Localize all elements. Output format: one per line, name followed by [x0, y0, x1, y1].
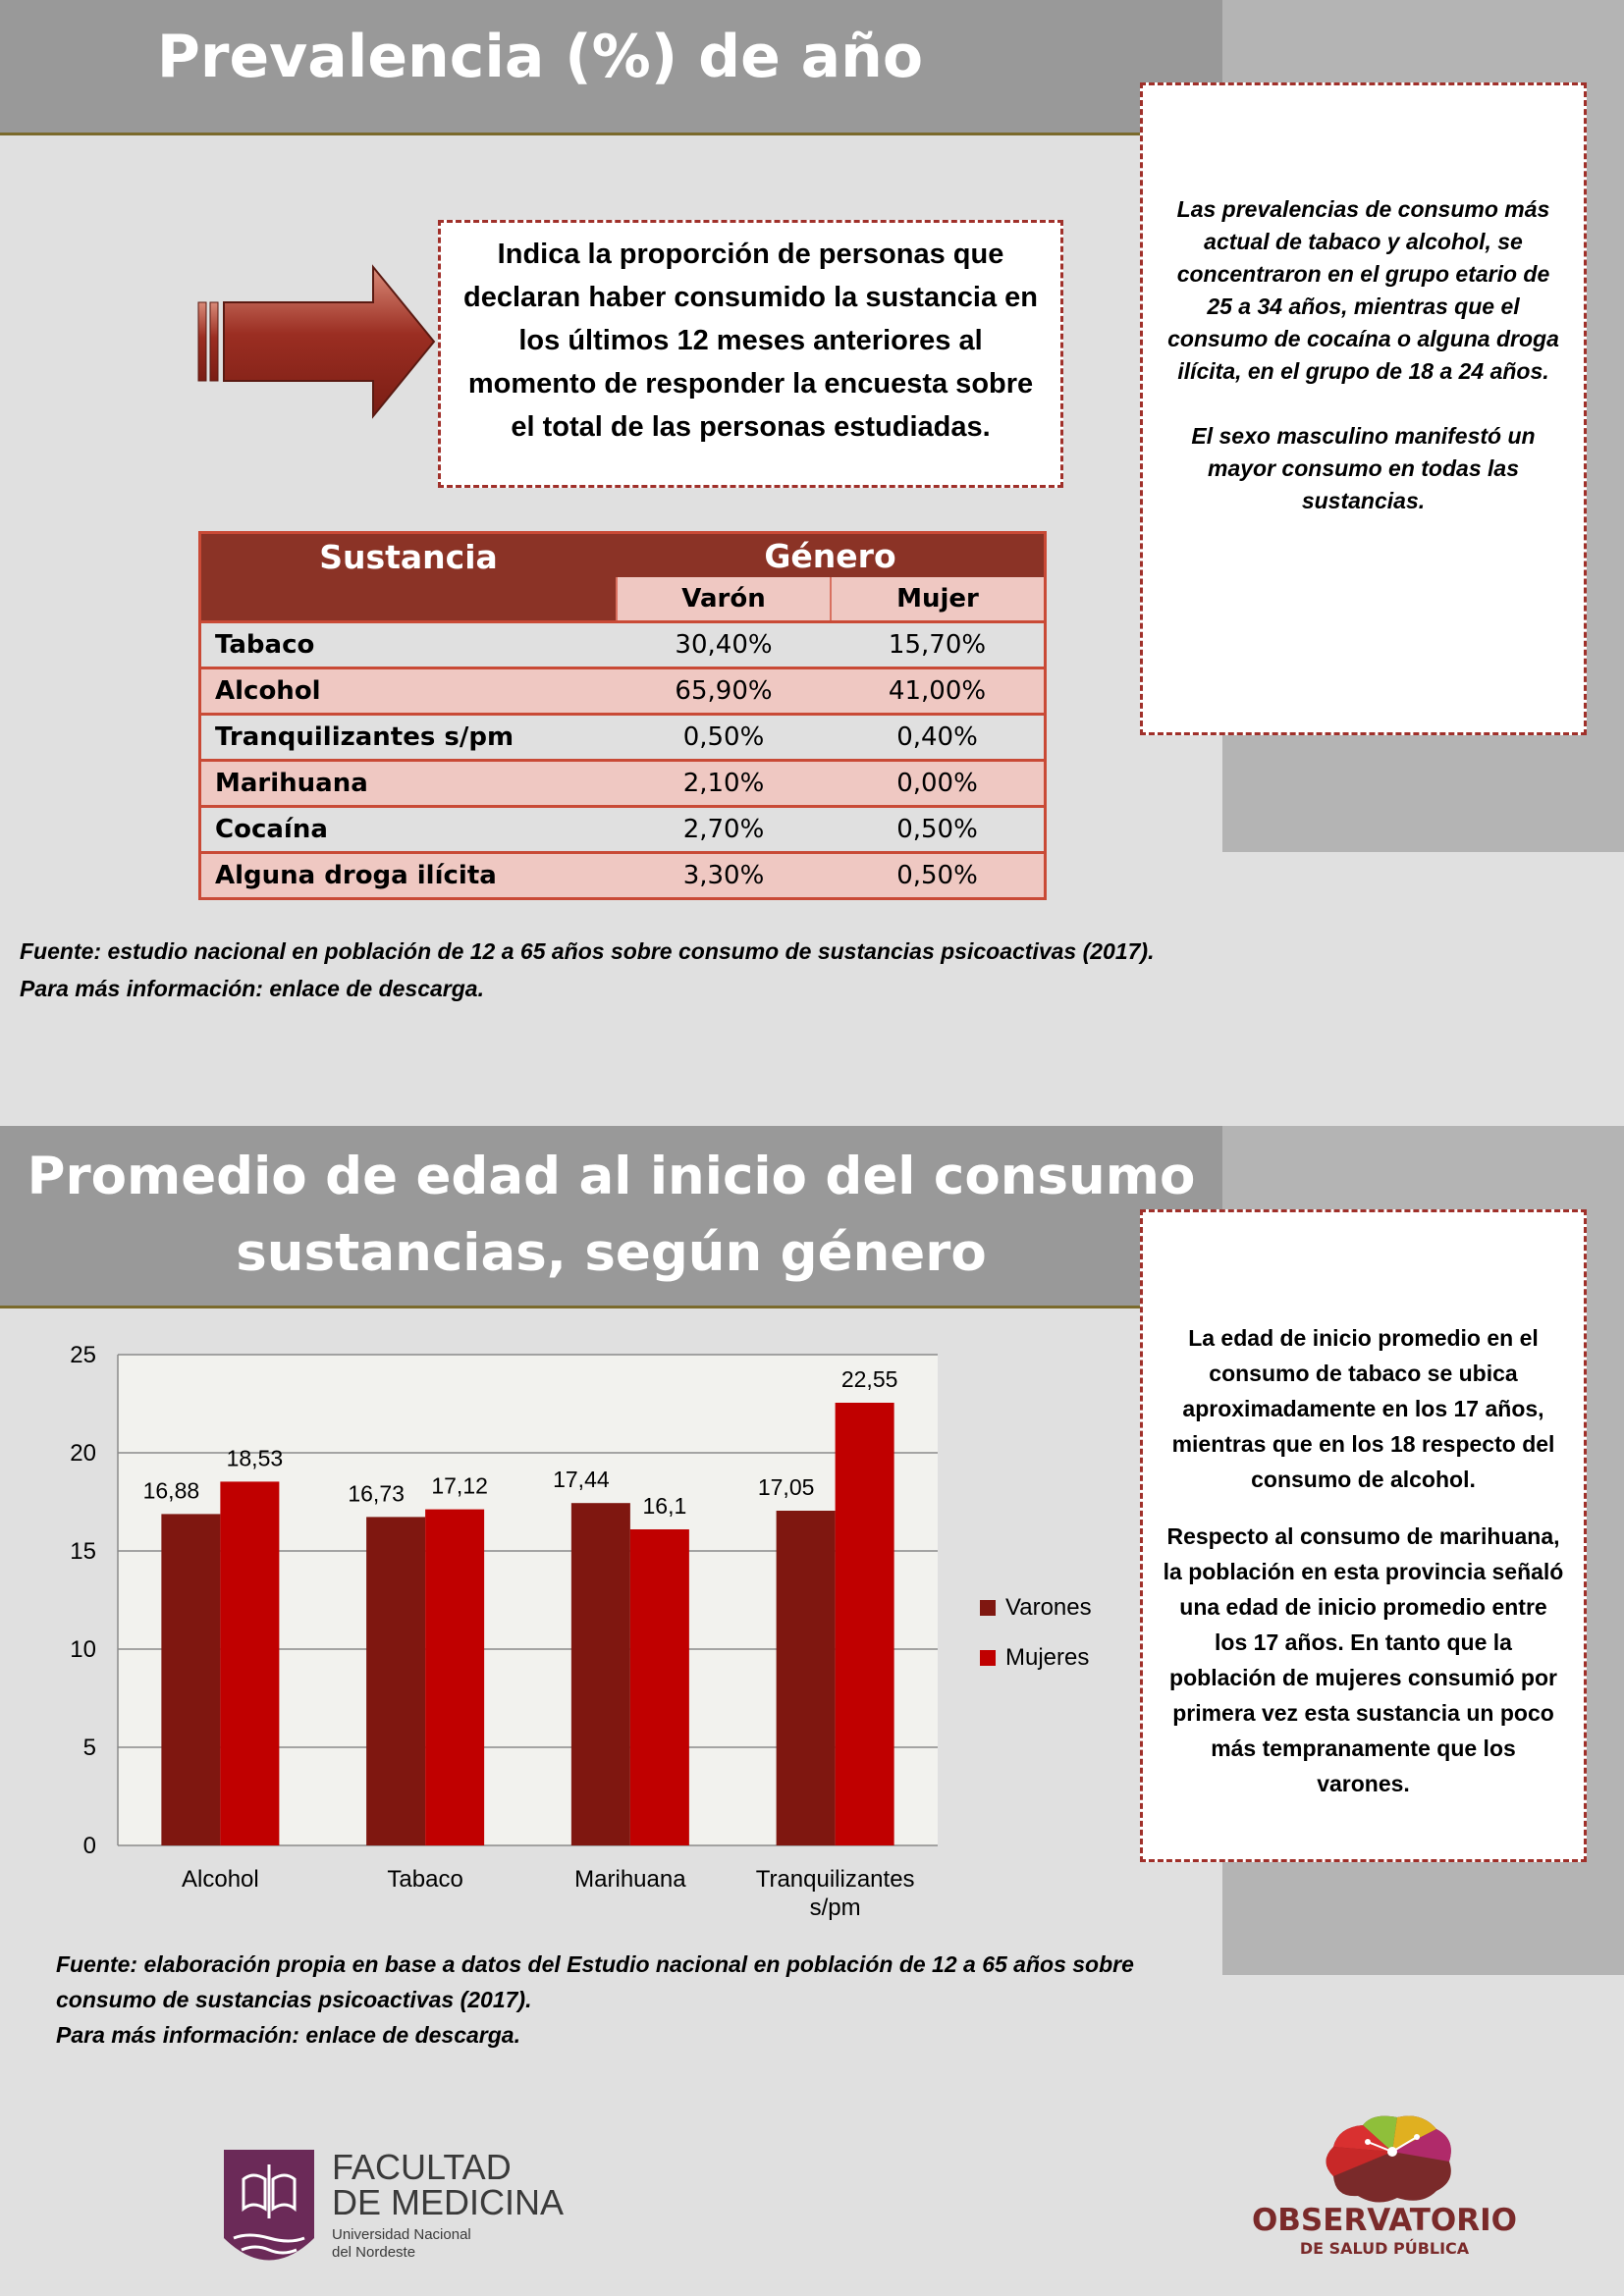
note-age-p1: La edad de inicio promedio en el consumo…: [1171, 1325, 1555, 1492]
source-line: Fuente: elaboración propia en base a dat…: [56, 1951, 1134, 1977]
prevalence-table: Sustancia Género Varón Mujer Tabaco 30,4…: [198, 531, 1047, 900]
section2-title: Promedio de edad al inicio del consumo s…: [0, 1139, 1222, 1292]
x-tick-label: Tranquilizantes: [756, 1866, 915, 1893]
table-cell-male: 3,30%: [617, 851, 831, 899]
legend-swatch-mujeres: [980, 1650, 996, 1666]
observatory-brain-icon: [1326, 2115, 1451, 2203]
table-header-gender: Género: [617, 532, 1046, 577]
data-label: 22,55: [841, 1366, 898, 1392]
table-cell-substance: Alguna droga ilícita: [199, 851, 617, 899]
section2-header-band: [0, 1126, 1222, 1308]
table-header-substance: Sustancia: [199, 532, 617, 622]
table-row: Tabaco 30,40% 15,70%: [199, 620, 1046, 668]
table-header-female: Mujer: [830, 577, 1046, 622]
definition-text: Indica la proporción de personas que dec…: [462, 239, 1039, 443]
download-link[interactable]: Para más información: enlace de descarga…: [56, 2022, 520, 2048]
legend-label-mujeres: Mujeres: [1005, 1644, 1090, 1671]
note-prevalence-p2: El sexo masculino manifestó un mayor con…: [1191, 423, 1536, 513]
y-tick-label: 15: [70, 1538, 96, 1565]
source-line: Fuente: estudio nacional en población de…: [20, 938, 1155, 964]
table-cell-female: 0,50%: [831, 851, 1046, 899]
table-cell-substance: Cocaína: [199, 805, 617, 853]
faculty-logo-line1: FACULTAD: [332, 2147, 512, 2187]
table-row: Cocaína 2,70% 0,50%: [199, 805, 1046, 853]
faculty-logo-line3: Universidad Nacional: [332, 2226, 471, 2243]
bar-varones: [570, 1503, 630, 1845]
y-tick-label: 0: [83, 1833, 96, 1859]
faculty-logo-icon: [224, 2150, 314, 2261]
section1-source: Fuente: estudio nacional en población de…: [20, 933, 1492, 1007]
table-cell-substance: Marihuana: [199, 759, 617, 807]
bar-mujeres: [629, 1529, 689, 1845]
table-header-male: Varón: [616, 577, 831, 622]
data-label: 17,05: [758, 1474, 815, 1500]
bar-varones: [161, 1514, 221, 1845]
table-cell-male: 65,90%: [617, 667, 831, 715]
arrow-right-icon: [197, 264, 436, 419]
table-cell-male: 30,40%: [617, 620, 831, 668]
data-label: 16,1: [642, 1493, 686, 1519]
faculty-logo-line2: DE MEDICINA: [332, 2182, 565, 2222]
x-tick-label: Tabaco: [387, 1866, 462, 1893]
faculty-logo-line4: del Nordeste: [332, 2244, 416, 2261]
section1-title: Prevalencia (%) de año: [156, 23, 924, 91]
x-tick-label: s/pm: [810, 1895, 861, 1921]
y-tick-label: 5: [83, 1735, 96, 1761]
table-cell-female: 0,50%: [831, 805, 1046, 853]
table-cell-substance: Tabaco: [199, 620, 617, 668]
table-cell-female: 15,70%: [831, 620, 1046, 668]
bar-mujeres: [835, 1403, 894, 1845]
section2-title-line2: sustancias, según género: [236, 1223, 987, 1283]
age-onset-bar-chart: 0 5 10 15 20 25 16,88 18,53 Alcohol 16,73 17,12 Tab…: [70, 1342, 938, 1921]
bar-mujeres: [425, 1509, 485, 1845]
legend-item-mujeres: Mujeres: [980, 1644, 1089, 1672]
y-tick-label: 10: [70, 1636, 96, 1663]
legend-swatch-varones: [980, 1600, 996, 1616]
table-cell-male: 2,70%: [617, 805, 831, 853]
note-age-p2: Respecto al consumo de marihuana, la pob…: [1163, 1523, 1564, 1796]
bar-varones: [366, 1517, 426, 1845]
download-link[interactable]: Para más información: enlace de descarga…: [20, 976, 484, 1001]
bar-mujeres: [220, 1481, 280, 1845]
y-tick-label: 25: [70, 1342, 96, 1368]
table-cell-female: 41,00%: [831, 667, 1046, 715]
table-cell-substance: Alcohol: [199, 667, 617, 715]
x-tick-label: Alcohol: [182, 1866, 259, 1893]
table-row: Alguna droga ilícita 3,30% 0,50%: [199, 851, 1046, 899]
x-tick-label: Marihuana: [574, 1866, 686, 1893]
table-cell-female: 0,00%: [831, 759, 1046, 807]
observatory-logo-line1: OBSERVATORIO: [1251, 2203, 1518, 2238]
data-label: 18,53: [227, 1445, 284, 1470]
note-prevalence-p1: Las prevalencias de consumo más actual d…: [1167, 196, 1559, 384]
table-cell-female: 0,40%: [831, 713, 1046, 761]
note-box-prevalence: Las prevalencias de consumo más actual d…: [1140, 82, 1587, 735]
legend-label-varones: Varones: [1005, 1594, 1092, 1621]
y-tick-label: 20: [70, 1440, 96, 1467]
data-label: 16,73: [348, 1480, 405, 1506]
source-line: consumo de sustancias psicoactivas (2017…: [56, 1987, 532, 2012]
section2-source: Fuente: elaboración propia en base a dat…: [56, 1947, 1234, 2053]
note-box-age: La edad de inicio promedio en el consumo…: [1140, 1209, 1587, 1862]
section1-header-band: [0, 0, 1222, 135]
table-cell-substance: Tranquilizantes s/pm: [199, 713, 617, 761]
table-cell-male: 0,50%: [617, 713, 831, 761]
section2-title-line1: Promedio de edad al inicio del consumo: [27, 1147, 1196, 1206]
data-label: 17,44: [553, 1467, 610, 1492]
legend-item-varones: Varones: [980, 1594, 1092, 1622]
definition-box: Indica la proporción de personas que dec…: [438, 220, 1063, 488]
table-row: Marihuana 2,10% 0,00%: [199, 759, 1046, 807]
bar-varones: [776, 1511, 836, 1845]
table-row: Tranquilizantes s/pm 0,50% 0,40%: [199, 713, 1046, 761]
table-cell-male: 2,10%: [617, 759, 831, 807]
data-label: 16,88: [143, 1477, 200, 1503]
faculty-logo-text: FACULTAD DE MEDICINA Universidad Naciona…: [332, 2150, 564, 2262]
observatory-logo-line2: DE SALUD PÚBLICA: [1299, 2239, 1470, 2258]
table-row: Alcohol 65,90% 41,00%: [199, 667, 1046, 715]
data-label: 17,12: [431, 1473, 488, 1499]
observatory-logo-text: OBSERVATORIO DE SALUD PÚBLICA: [1247, 2203, 1522, 2260]
